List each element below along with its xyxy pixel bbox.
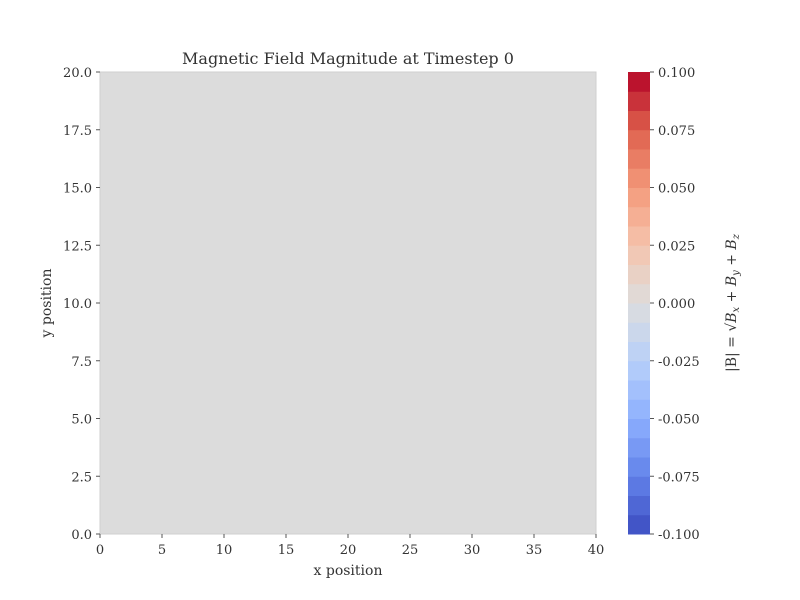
colorbar	[628, 72, 650, 535]
colorbar-band	[628, 72, 650, 92]
y-tick-label: 2.5	[71, 470, 92, 485]
colorbar-label-by-sub: y	[731, 270, 742, 277]
colorbar-tick-label: 0.000	[658, 297, 695, 312]
colorbar-tick-label: 0.025	[658, 239, 695, 254]
chart-title: Magnetic Field Magnitude at Timestep 0	[182, 49, 514, 68]
x-axis-label: x position	[314, 563, 383, 579]
colorbar-label-bz-sub: z	[731, 233, 742, 240]
colorbar-band	[628, 129, 650, 150]
colorbar-band	[628, 283, 650, 304]
sqrt-sign: √	[724, 323, 740, 332]
colorbar-label: |B| = √Bx + By + Bz	[724, 233, 742, 372]
colorbar-label-bz: B	[724, 239, 740, 250]
colorbar-band	[628, 399, 650, 419]
colorbar-label-plus-2: +	[724, 250, 740, 271]
y-tick-label: 20.0	[63, 66, 92, 81]
colorbar-band	[628, 91, 650, 111]
y-axis: 0.0 2.5 5.0 7.5 10.0 12.5 15.0 17.5 20.0	[63, 66, 100, 543]
colorbar-band	[628, 495, 650, 516]
colorbar-band	[628, 264, 650, 285]
colorbar-label-by: B	[724, 276, 740, 287]
colorbar-tick-label: -0.075	[658, 470, 700, 485]
colorbar-band	[628, 380, 650, 400]
y-tick-label: 12.5	[63, 239, 92, 254]
colorbar-tick-label: 0.075	[658, 124, 695, 139]
colorbar-label-bx-sub: x	[731, 306, 742, 312]
y-axis-label: y position	[39, 269, 55, 339]
colorbar-band	[628, 457, 650, 477]
colorbar-tick-label: -0.100	[658, 528, 700, 543]
y-tick-label: 17.5	[63, 124, 92, 139]
colorbar-band	[628, 110, 650, 131]
colorbar-band	[628, 187, 650, 208]
colorbar-band	[628, 418, 650, 439]
x-tick-label: 20	[340, 543, 357, 558]
colorbar-ticks: 0.100 0.075 0.050 0.025 0.000 -0.025 -0.050 -0.…	[650, 66, 700, 543]
colorbar-band	[628, 168, 650, 188]
y-tick-label: 5.0	[71, 413, 92, 428]
colorbar-band	[628, 514, 650, 535]
heatmap-field	[100, 72, 596, 534]
x-tick-label: 35	[526, 543, 543, 558]
colorbar-band	[628, 303, 650, 323]
x-tick-label: 10	[216, 543, 233, 558]
colorbar-band	[628, 206, 650, 227]
colorbar-tick-label: 0.050	[658, 182, 695, 197]
colorbar-band	[628, 476, 650, 496]
x-tick-label: 5	[158, 543, 166, 558]
y-tick-label: 7.5	[71, 355, 92, 370]
plot-area	[99, 71, 597, 535]
colorbar-band	[628, 437, 650, 458]
y-tick-label: 0.0	[71, 528, 92, 543]
x-tick-label: 25	[402, 543, 419, 558]
colorbar-band	[628, 341, 650, 362]
colorbar-band	[628, 245, 650, 265]
x-tick-label: 0	[96, 543, 104, 558]
colorbar-label-bx: B	[724, 312, 740, 323]
colorbar-tick-label: -0.025	[658, 355, 700, 370]
x-tick-label: 15	[278, 543, 295, 558]
colorbar-band	[628, 322, 650, 342]
colorbar-band	[628, 226, 650, 246]
colorbar-tick-label: 0.100	[658, 66, 695, 81]
x-tick-label: 30	[464, 543, 481, 558]
colorbar-band	[628, 149, 650, 169]
colorbar-label-plus-1: +	[724, 286, 740, 307]
y-tick-label: 10.0	[63, 297, 92, 312]
colorbar-band	[628, 360, 650, 381]
x-tick-label: 40	[588, 543, 605, 558]
colorbar-label-prefix: |B| =	[724, 332, 740, 372]
x-axis: 0 5 10 15 20 25 30 35 40	[96, 534, 604, 558]
colorbar-tick-label: -0.050	[658, 413, 700, 428]
y-tick-label: 15.0	[63, 182, 92, 197]
